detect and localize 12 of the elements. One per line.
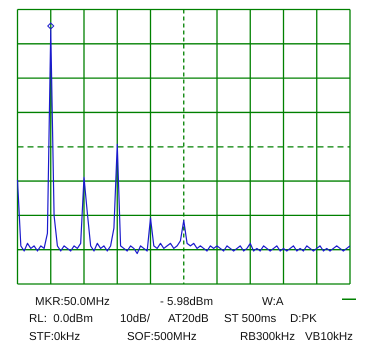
text: MKR:50.0MHz	[35, 296, 110, 308]
text: D:PK	[290, 313, 318, 325]
text: RL: 0.0dBm	[29, 313, 93, 325]
text: VB10kHz	[305, 331, 354, 343]
text: 10dB/	[120, 313, 151, 325]
text: RB300kHz	[240, 331, 296, 343]
text: AT20dB	[168, 313, 210, 325]
text: ST 500ms	[224, 313, 276, 325]
text: W:A	[262, 296, 284, 308]
text: STF:0kHz	[29, 331, 80, 343]
text: SOF:500MHz	[127, 331, 197, 343]
text: - 5.98dBm	[160, 296, 214, 308]
